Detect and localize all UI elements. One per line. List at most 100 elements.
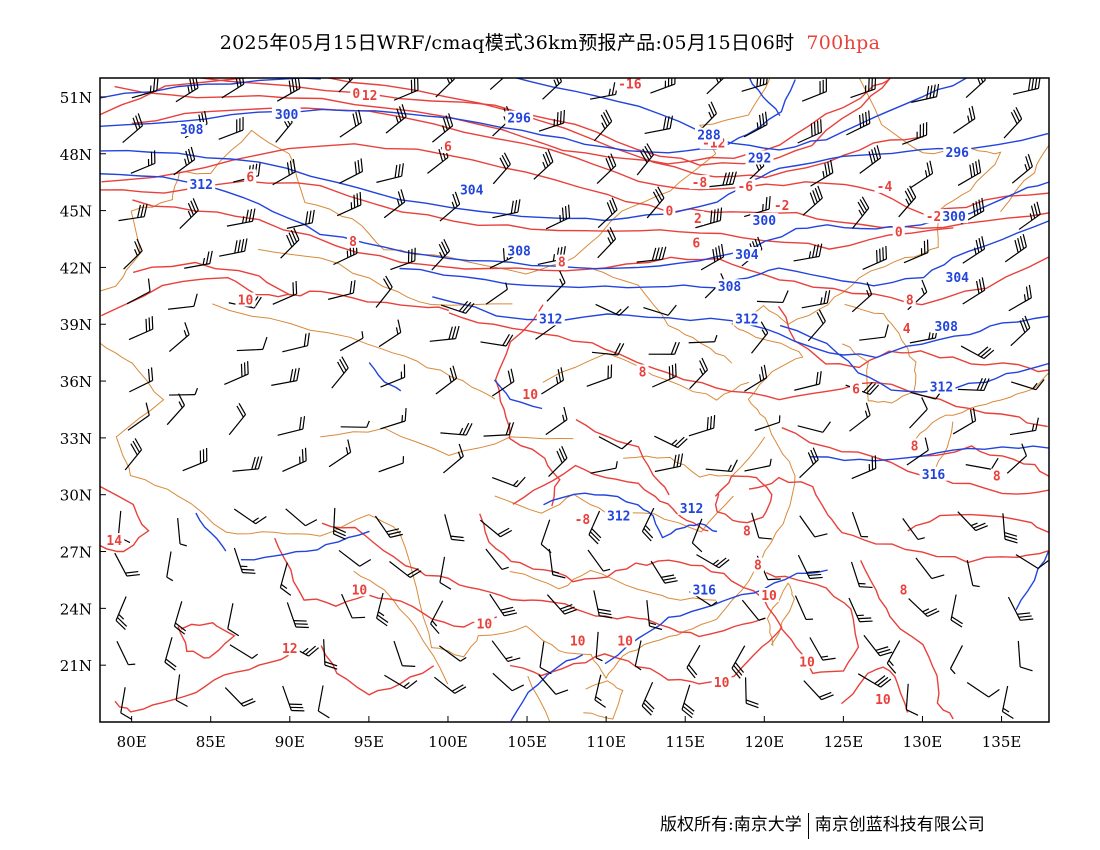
wind-barb <box>118 203 148 222</box>
wind-barb <box>280 227 300 259</box>
wind-barb <box>164 637 177 671</box>
wind-barb <box>797 554 823 580</box>
temperature-label: 0 <box>895 225 903 240</box>
copyright-owner: 版权所有:南京大学 <box>660 815 802 835</box>
wind-barb <box>636 246 667 263</box>
wind-barb <box>285 508 318 527</box>
wind-barb <box>846 110 871 136</box>
height-label: 292 <box>748 151 771 166</box>
wind-barb <box>697 101 717 133</box>
temperature-label: -8 <box>575 513 591 528</box>
wind-barb <box>439 191 461 222</box>
temperature-label: 4 <box>903 322 911 337</box>
label-backdrop <box>244 169 257 184</box>
label-backdrop <box>604 508 633 523</box>
wind-barb <box>218 117 244 140</box>
temperature-label: 10 <box>761 589 777 604</box>
wind-barb <box>641 507 655 542</box>
label-backdrop <box>872 692 893 707</box>
wind-barb <box>634 640 642 671</box>
isotherm <box>479 513 783 629</box>
height-label: 296 <box>507 112 531 127</box>
wind-barb <box>376 163 404 183</box>
wind-barb <box>168 293 198 310</box>
temperature-label: 8 <box>349 235 357 250</box>
wind-barb <box>317 685 330 719</box>
temperature-label: 8 <box>906 294 914 309</box>
isotherm <box>781 427 1049 495</box>
temperature-label: 8 <box>558 256 566 271</box>
label-backdrop <box>732 247 761 262</box>
height-label: 304 <box>735 248 759 263</box>
wind-barb <box>376 592 389 627</box>
wind-barb <box>902 122 928 145</box>
wind-barb <box>689 357 709 390</box>
wind-barb <box>374 515 403 538</box>
lon-tick-label: 125E <box>824 733 864 751</box>
wind-barb <box>489 78 505 91</box>
wind-barb <box>332 507 347 540</box>
temperature-label: 10 <box>477 617 493 632</box>
lat-tick-label: 42N <box>60 259 92 277</box>
isotherm <box>132 199 1049 306</box>
label-backdrop <box>927 379 956 394</box>
wind-barb <box>643 304 677 316</box>
wind-barb <box>852 196 870 229</box>
wind-barb <box>221 78 245 99</box>
isotherm <box>907 513 1049 534</box>
border-line <box>353 570 449 685</box>
wind-barb <box>224 361 249 386</box>
wind-barb <box>431 238 451 271</box>
label-backdrop <box>940 209 969 224</box>
wind-barb <box>272 280 298 305</box>
wind-barb <box>226 208 256 227</box>
wind-barb <box>654 435 688 449</box>
wind-barb <box>744 458 772 472</box>
wind-barb <box>378 319 402 348</box>
label-backdrop <box>690 235 703 250</box>
label-backdrop <box>187 176 216 191</box>
temperature-contour-layer <box>100 78 1049 720</box>
wind-barb <box>492 672 525 692</box>
wind-barb <box>339 158 364 184</box>
wind-barb <box>233 508 267 525</box>
wind-barb <box>375 275 393 308</box>
isotherm <box>777 305 1049 373</box>
temperature-label: 10 <box>875 693 891 708</box>
wind-barb <box>949 645 963 675</box>
lon-tick-label: 105E <box>507 733 547 751</box>
border-line <box>509 569 717 601</box>
height-label: 312 <box>189 178 212 193</box>
wind-barb <box>538 674 569 695</box>
label-backdrop <box>555 254 568 269</box>
wind-barb <box>434 676 467 694</box>
wind-barb <box>908 598 940 618</box>
temperature-label: 8 <box>754 559 762 574</box>
wind-barb <box>962 277 986 305</box>
wind-barb <box>439 556 452 590</box>
wind-barb <box>279 562 292 596</box>
wind-barb <box>380 407 407 430</box>
label-backdrop <box>177 122 206 137</box>
wind-barb <box>538 109 565 132</box>
wind-barb <box>644 115 674 135</box>
temperature-label: 8 <box>743 525 751 540</box>
wind-barb <box>907 279 928 311</box>
label-backdrop <box>615 633 636 648</box>
border-line <box>1000 144 1049 213</box>
wind-barb <box>807 309 826 342</box>
wind-barb <box>960 345 995 360</box>
label-backdrop <box>759 587 780 602</box>
isotherm <box>101 143 1049 230</box>
temperature-label: -2 <box>774 199 790 214</box>
wind-barb <box>173 146 196 176</box>
wind-barb <box>173 601 187 635</box>
wind-barb <box>219 238 248 257</box>
lon-tick-label: 135E <box>982 733 1022 751</box>
footer-separator <box>807 812 809 839</box>
label-backdrop <box>505 243 534 258</box>
wind-barb <box>810 159 834 187</box>
temperature-label: 10 <box>238 294 254 309</box>
label-backdrop <box>919 466 948 481</box>
wind-barb <box>1015 554 1049 569</box>
